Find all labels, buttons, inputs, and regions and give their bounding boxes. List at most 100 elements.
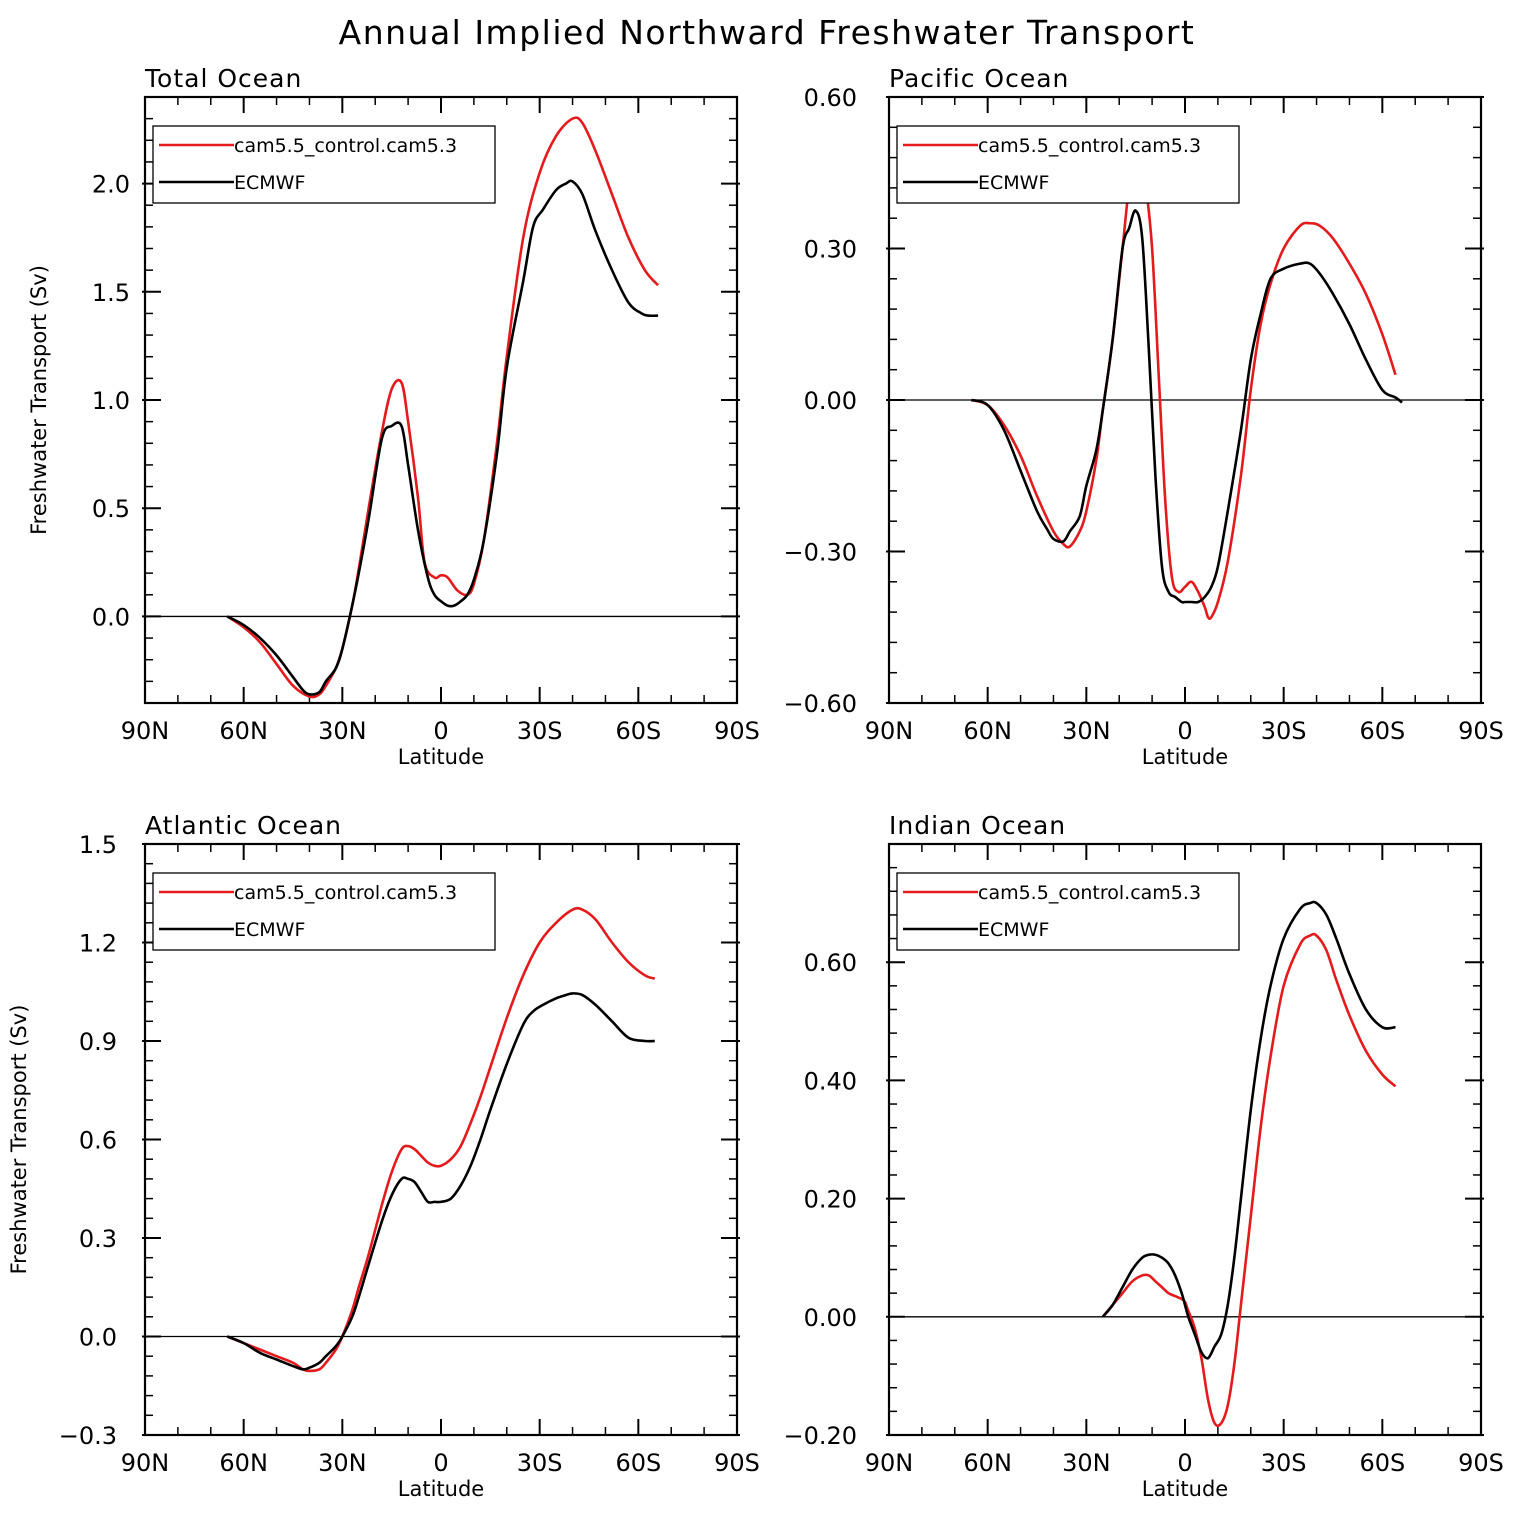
y-minor-ticks [889, 866, 1481, 1413]
y-tick-label: 0.60 [804, 949, 857, 977]
plot-frame [143, 95, 739, 705]
plot-frame [143, 842, 739, 1437]
legend: cam5.5_control.cam5.3 ECMWF [152, 872, 496, 951]
x-minor-ticks [177, 97, 705, 703]
series-line-ecmwf [226, 992, 655, 1371]
y-tick-label: 1.0 [92, 387, 130, 415]
y-tick-label: 0.3 [79, 1225, 117, 1253]
x-tick-label: 30N [318, 1449, 367, 1477]
x-tick-label: 60N [219, 1449, 268, 1477]
y-tick-label: 0.5 [92, 495, 130, 523]
x-tick-label: 0 [433, 717, 448, 745]
legend-label: ECMWF [978, 919, 1049, 941]
y-minor-ticks [889, 126, 1481, 674]
y-tick-label: −0.60 [783, 690, 857, 718]
series-line-model [226, 906, 656, 1373]
y-axis-label: Freshwater Transport (Sv) [7, 1005, 31, 1275]
x-tick-label: 30N [1062, 1449, 1111, 1477]
y-tick-label: 1.2 [79, 930, 117, 958]
x-tick-label: 90S [714, 1449, 760, 1477]
legend-box [152, 872, 496, 951]
x-tick-label: 90N [121, 717, 170, 745]
y-tick-label: 0.60 [804, 84, 857, 112]
panel-total: Total Ocean 90N 60N 30N 0 30S 60S 90S 0.0 0.5 1.0 1… [27, 64, 760, 769]
x-axis-label: Latitude [1142, 745, 1228, 769]
x-tick-label: 30S [1261, 717, 1307, 745]
x-tick-label: 90N [865, 1449, 914, 1477]
x-tick-label: 30N [318, 717, 367, 745]
x-tick-label: 60S [615, 717, 661, 745]
series-line-ecmwf [226, 179, 659, 696]
x-tick-label: 90N [865, 717, 914, 745]
x-tick-label: 90S [1458, 717, 1504, 745]
legend-label: cam5.5_control.cam5.3 [234, 882, 457, 904]
series-line-model [970, 161, 1397, 621]
legend-box [896, 125, 1240, 204]
legend-label: cam5.5_control.cam5.3 [978, 882, 1201, 904]
x-tick-label: 60N [219, 717, 268, 745]
y-tick-label: 0.6 [79, 1127, 117, 1155]
x-tick-label: 0 [1177, 717, 1192, 745]
x-tick-label: 90S [714, 717, 760, 745]
panel-indian: Indian Ocean 90N 60N 30N 0 30S 60S 90S −0.20 0.00… [783, 811, 1503, 1501]
legend: cam5.5_control.cam5.3 ECMWF [152, 125, 496, 204]
x-tick-label: 60N [963, 717, 1012, 745]
panel-title: Pacific Ocean [889, 64, 1069, 93]
series-line-ecmwf [1101, 900, 1396, 1360]
y-tick-label: 1.5 [79, 831, 117, 859]
y-tick-label: 0.0 [79, 1324, 117, 1352]
y-minor-ticks [145, 862, 737, 1417]
legend-label: ECMWF [234, 172, 305, 194]
x-minor-ticks [921, 844, 1449, 1435]
panel-title: Atlantic Ocean [145, 811, 342, 840]
x-tick-label: 30S [517, 1449, 563, 1477]
panel-pacific: Pacific Ocean 90N 60N 30N 0 30S 60S 90S −0.60 −0.… [783, 64, 1503, 769]
y-tick-label: 0.9 [79, 1028, 117, 1056]
legend: cam5.5_control.cam5.3 ECMWF [896, 125, 1240, 204]
y-tick-label: 0.20 [804, 1186, 857, 1214]
y-tick-label: 0.0 [92, 603, 130, 631]
x-tick-label: 0 [1177, 1449, 1192, 1477]
y-tick-label: 2.0 [92, 171, 130, 199]
x-tick-label: 60S [1359, 717, 1405, 745]
legend: cam5.5_control.cam5.3 ECMWF [896, 872, 1240, 951]
legend-label: ECMWF [978, 172, 1049, 194]
x-axis-label: Latitude [1142, 1477, 1228, 1501]
plot-frame [887, 842, 1483, 1437]
x-axis-label: Latitude [398, 745, 484, 769]
legend-label: cam5.5_control.cam5.3 [978, 135, 1201, 157]
y-tick-label: 0.40 [804, 1067, 857, 1095]
panel-title: Indian Ocean [889, 811, 1066, 840]
x-tick-label: 30S [517, 717, 563, 745]
x-tick-label: 60N [963, 1449, 1012, 1477]
panel-atlantic: Atlantic Ocean 90N 60N 30N 0 30S 60S 90S −0.3 0.0… [7, 811, 760, 1501]
legend-box [896, 872, 1240, 951]
x-minor-ticks [177, 844, 705, 1435]
y-tick-label: 0.00 [804, 387, 857, 415]
legend-box [152, 125, 496, 204]
y-tick-label: −0.30 [783, 539, 857, 567]
y-axis-label: Freshwater Transport (Sv) [27, 265, 51, 535]
x-tick-label: 30S [1261, 1449, 1307, 1477]
panel-title: Total Ocean [144, 64, 302, 93]
y-tick-label: 0.00 [804, 1304, 857, 1332]
x-tick-label: 90N [121, 1449, 170, 1477]
plot-frame [887, 95, 1483, 705]
x-tick-label: 30N [1062, 717, 1111, 745]
x-tick-label: 60S [1359, 1449, 1405, 1477]
y-tick-label: 0.30 [804, 236, 857, 264]
x-tick-label: 0 [433, 1449, 448, 1477]
y-tick-label: −0.20 [783, 1422, 857, 1450]
y-tick-label: −0.3 [59, 1422, 117, 1450]
legend-label: ECMWF [234, 919, 305, 941]
legend-label: cam5.5_control.cam5.3 [234, 135, 457, 157]
series-line-ecmwf [970, 209, 1403, 604]
y-tick-label: 1.5 [92, 279, 130, 307]
figure-title: Annual Implied Northward Freshwater Tran… [339, 13, 1196, 52]
x-axis-label: Latitude [398, 1477, 484, 1501]
x-tick-label: 90S [1458, 1449, 1504, 1477]
series-line-model [1101, 932, 1397, 1428]
series-line-model [226, 116, 660, 699]
x-tick-label: 60S [615, 1449, 661, 1477]
